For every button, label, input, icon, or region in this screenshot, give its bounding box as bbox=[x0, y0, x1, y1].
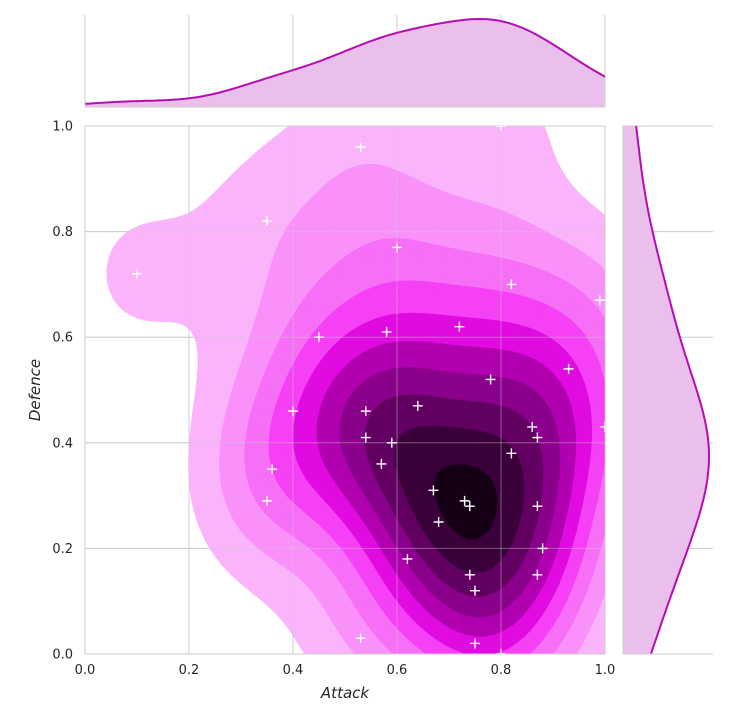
top-marginal-kde-fill bbox=[85, 19, 605, 107]
right-marginal-axes bbox=[622, 125, 713, 655]
scatter-point bbox=[262, 495, 272, 506]
scatter-point bbox=[360, 432, 371, 443]
scatter-point bbox=[485, 374, 496, 385]
x-axis-label: Attack bbox=[320, 684, 370, 702]
scatter-point bbox=[532, 569, 543, 580]
y-tick-label: 0.4 bbox=[52, 436, 73, 451]
x-tick-label: 0.8 bbox=[491, 663, 512, 678]
right-marginal-kde-fill bbox=[623, 126, 709, 654]
scatter-point bbox=[360, 406, 371, 417]
x-tick-label: 0.2 bbox=[179, 663, 200, 678]
scatter-point bbox=[470, 638, 480, 649]
scatter-point bbox=[532, 501, 543, 512]
scatter-point bbox=[381, 326, 392, 337]
scatter-point bbox=[355, 633, 366, 644]
y-tick-label: 1.0 bbox=[52, 120, 73, 135]
scatter-point bbox=[600, 421, 605, 432]
scatter-point bbox=[392, 242, 402, 253]
y-tick-labels: 0.0 0.2 0.4 0.6 0.8 1.0 bbox=[52, 120, 73, 663]
scatter-point bbox=[594, 295, 605, 306]
x-tick-labels: 0.0 0.2 0.4 0.6 0.8 1.0 bbox=[75, 663, 616, 678]
scatter-point bbox=[262, 216, 272, 227]
scatter-point bbox=[376, 458, 387, 469]
scatter-point bbox=[563, 363, 574, 374]
scatter-point bbox=[314, 332, 324, 343]
scatter-point bbox=[496, 649, 506, 654]
y-tick-label: 0.6 bbox=[52, 331, 73, 346]
x-tick-label: 0.4 bbox=[283, 663, 304, 678]
kde-contours bbox=[106, 126, 605, 654]
scatter-point bbox=[433, 517, 444, 527]
scatter-point bbox=[288, 406, 298, 417]
scatter-point bbox=[506, 279, 517, 290]
y-tick-label: 0.8 bbox=[52, 225, 73, 240]
scatter-point bbox=[537, 543, 548, 554]
scatter-point bbox=[527, 421, 538, 432]
joint-overlay-grid bbox=[85, 126, 605, 654]
x-tick-label: 1.0 bbox=[595, 663, 616, 678]
scatter-point bbox=[470, 585, 480, 596]
scatter-point bbox=[506, 448, 517, 459]
scatter-point bbox=[459, 495, 470, 506]
scatter-point bbox=[464, 569, 475, 580]
scatter-point bbox=[496, 126, 506, 131]
scatter-points bbox=[132, 126, 605, 654]
y-tick-label: 0.2 bbox=[52, 542, 73, 557]
scatter-point bbox=[454, 321, 465, 332]
top-marginal-kde-line bbox=[85, 17, 605, 105]
scatter-point bbox=[412, 400, 423, 411]
scatter-point bbox=[464, 501, 475, 512]
y-tick-label: 0.0 bbox=[52, 648, 73, 663]
scatter-point bbox=[132, 268, 142, 279]
top-marginal-axes bbox=[84, 15, 606, 108]
scatter-point bbox=[355, 142, 366, 153]
scatter-point bbox=[386, 437, 397, 448]
x-tick-label: 0.0 bbox=[75, 663, 96, 678]
scatter-point bbox=[267, 464, 278, 475]
x-tick-label: 0.6 bbox=[387, 663, 408, 678]
scatter-point bbox=[532, 432, 543, 443]
right-marginal-kde-line bbox=[635, 126, 711, 654]
scatter-point bbox=[428, 485, 439, 496]
scatter-point bbox=[402, 553, 413, 564]
y-axis-label: Defence bbox=[26, 359, 44, 421]
joint-axes: 0.0 0.2 0.4 0.6 0.8 1.0 0.0 0.2 0.4 0.6 0.8 1.0 At… bbox=[26, 120, 615, 703]
